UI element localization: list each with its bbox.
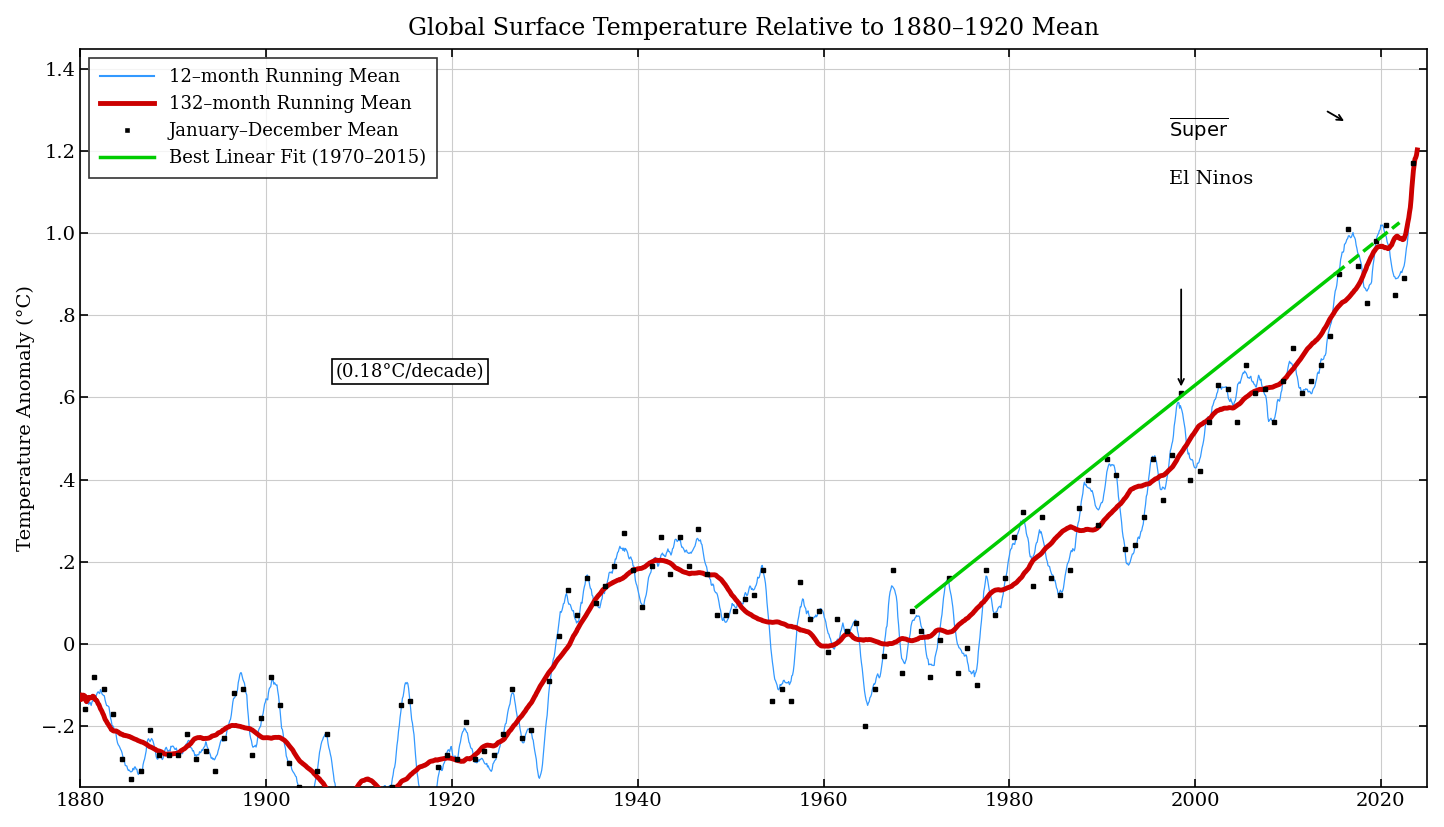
January–December Mean (1154, 495, 1171, 505)
January–December Mean (271, 700, 289, 710)
12–month Running Mean (645, 553, 663, 563)
Text: El Ninos: El Ninos (1170, 170, 1253, 188)
12–month Running Mean (72, 691, 90, 700)
12–month Running Mean (1408, 145, 1425, 155)
12–month Running Mean (1225, 399, 1242, 409)
Title: Global Surface Temperature Relative to 1880–1920 Mean: Global Surface Temperature Relative to 1… (409, 17, 1099, 40)
Best Linear Fit (1970–2015) (1326, 270, 1343, 280)
January–December Mean (1173, 389, 1190, 399)
132–month Running Mean (334, 793, 351, 803)
132–month Running Mean (645, 556, 663, 566)
132–month Running Mean (150, 746, 168, 756)
Legend: 12–month Running Mean, 132–month Running Mean, January–December Mean, Best Linea: 12–month Running Mean, 132–month Running… (90, 58, 436, 179)
12–month Running Mean (784, 670, 801, 680)
January–December Mean (1405, 159, 1422, 169)
Line: January–December Mean: January–December Mean (82, 161, 1415, 827)
12–month Running Mean (931, 621, 949, 631)
January–December Mean (494, 729, 511, 739)
132–month Running Mean (784, 622, 801, 632)
January–December Mean (169, 749, 186, 759)
Line: Best Linear Fit (1970–2015): Best Linear Fit (1970–2015) (917, 275, 1334, 607)
132–month Running Mean (667, 563, 684, 573)
Text: $\overline{\rm Super}$: $\overline{\rm Super}$ (1170, 115, 1229, 143)
132–month Running Mean (931, 625, 949, 635)
Text: (0.18°C/decade): (0.18°C/decade) (336, 362, 485, 380)
132–month Running Mean (1225, 403, 1242, 413)
January–December Mean (77, 705, 94, 715)
Line: 132–month Running Mean: 132–month Running Mean (81, 150, 1417, 798)
Y-axis label: Temperature Anomaly (°C): Temperature Anomaly (°C) (17, 285, 35, 551)
132–month Running Mean (72, 691, 90, 700)
12–month Running Mean (667, 535, 684, 545)
Best Linear Fit (1970–2015) (908, 602, 926, 612)
132–month Running Mean (1408, 145, 1425, 155)
January–December Mean (1032, 512, 1050, 522)
Line: 12–month Running Mean: 12–month Running Mean (81, 150, 1417, 827)
12–month Running Mean (150, 749, 168, 759)
